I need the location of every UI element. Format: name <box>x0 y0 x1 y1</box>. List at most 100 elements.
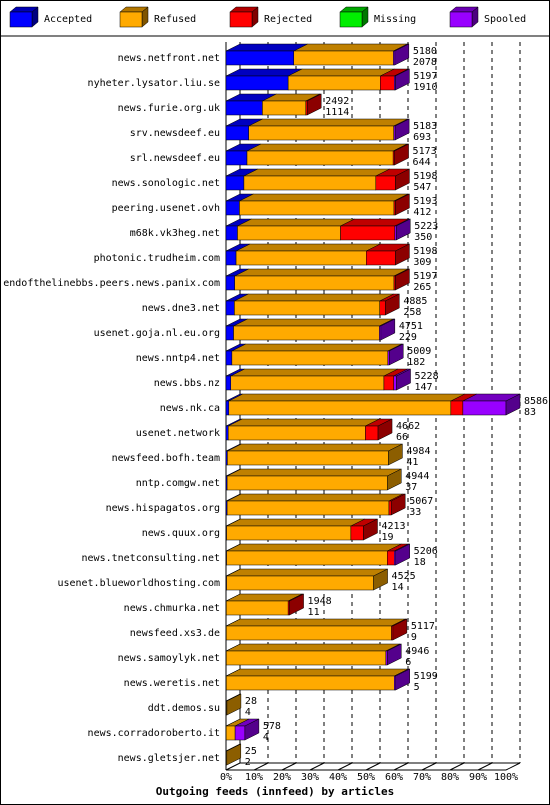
bar-segment <box>293 43 408 66</box>
bar-top <box>246 143 408 152</box>
bar-segment <box>262 93 320 116</box>
bar-front <box>393 375 397 391</box>
bar-segment <box>226 618 406 641</box>
bar-front <box>225 300 235 316</box>
y-tick-label: srv.newsdeef.eu <box>130 128 220 139</box>
total-label: 5173 <box>413 146 437 157</box>
bar-front <box>225 200 240 216</box>
y-tick-label: news.chmurka.net <box>124 603 220 614</box>
y-tick-label: newsfeed.bofh.team <box>112 453 220 464</box>
bar-side <box>395 543 410 566</box>
bar-segment <box>226 493 404 516</box>
accepted-label: 41 <box>406 457 418 468</box>
y-tick-label: srl.newsdeef.eu <box>130 153 220 164</box>
bar-front <box>227 425 366 441</box>
bar-side <box>385 293 400 316</box>
x-tick-label: 0% <box>220 772 232 783</box>
y-tick-label: newsfeed.xs3.de <box>130 628 220 639</box>
bar-side <box>395 68 410 91</box>
bar-top <box>234 268 409 277</box>
bar-segment <box>365 418 393 441</box>
bar-front <box>248 125 394 141</box>
total-label: 4944 <box>405 471 429 482</box>
bar-side <box>505 393 521 416</box>
bar-front <box>243 175 377 191</box>
bar-front <box>246 150 394 166</box>
accepted-label: 412 <box>413 207 431 218</box>
bar-side <box>373 568 388 591</box>
total-label: 5198 <box>413 171 437 182</box>
bar-top <box>233 318 394 327</box>
x-axis-title: Outgoing feeds (innfeed) by articles <box>156 785 394 798</box>
bar-front <box>225 225 238 241</box>
legend-item: Rejected <box>229 6 312 28</box>
bar-top <box>231 343 402 352</box>
total-label: 5199 <box>414 671 438 682</box>
bar-segment <box>226 468 402 491</box>
y-tick-label: peering.usenet.ovh <box>112 203 220 214</box>
bar-side <box>395 193 410 216</box>
total-label: 4946 <box>405 646 429 657</box>
bar-segment <box>233 318 394 341</box>
legend-swatch <box>229 11 253 28</box>
bar-top <box>227 493 404 502</box>
bar-top <box>226 568 388 577</box>
bar-segment <box>226 668 409 691</box>
accepted-label: 14 <box>392 582 404 593</box>
legend-label: Spooled <box>484 14 526 25</box>
bar-front <box>462 400 507 416</box>
bar-front <box>226 650 387 666</box>
bar-front <box>233 325 380 341</box>
bar-side <box>390 493 406 516</box>
accepted-label: 9 <box>411 632 417 643</box>
y-tick-label: news.nntp4.net <box>136 353 220 364</box>
bar-front <box>225 275 235 291</box>
accepted-label: 4 <box>245 707 251 718</box>
bar-front <box>226 475 388 491</box>
bar-segment <box>228 393 465 416</box>
legend-swatch <box>449 11 473 28</box>
bar-front <box>239 200 395 216</box>
y-tick-label: news.gletsjer.net <box>118 753 220 764</box>
x-tick <box>505 762 521 771</box>
bar-segment <box>225 93 277 116</box>
bar-front <box>234 725 246 741</box>
bar-front <box>225 175 245 191</box>
y-tick-label: nyheter.lysator.liu.se <box>88 78 220 89</box>
x-tick <box>365 762 381 771</box>
x-tick-label: 30% <box>301 772 319 783</box>
bar-segment <box>230 368 399 391</box>
accepted-label: 18 <box>414 557 426 568</box>
bar-front <box>234 300 380 316</box>
bar-front <box>287 75 381 91</box>
total-label: 5206 <box>414 546 438 557</box>
bar-segment <box>246 143 408 166</box>
bar-front <box>225 75 289 91</box>
bar-front <box>340 225 396 241</box>
bar-front <box>380 75 395 91</box>
legend-item: Missing <box>339 6 416 28</box>
legend-item: Accepted <box>9 6 92 28</box>
total-label: 5117 <box>411 621 435 632</box>
y-tick-label: news.hispagatos.org <box>106 503 220 514</box>
accepted-label: 33 <box>409 507 421 518</box>
bar-segment <box>231 343 402 366</box>
total-label: 5223 <box>414 221 438 232</box>
total-label: 4525 <box>392 571 416 582</box>
total-label: 8586 <box>524 396 548 407</box>
bar-top <box>226 543 402 552</box>
y-tick-label: usenet.goja.nl.eu.org <box>94 328 220 339</box>
bar-front <box>226 575 374 591</box>
bar-front <box>237 225 341 241</box>
total-label: 5183 <box>413 121 437 132</box>
bar-side <box>388 343 404 366</box>
bar-side <box>226 743 242 766</box>
x-tick <box>393 762 409 771</box>
y-tick-label: usenet.blueworldhosting.com <box>57 578 220 589</box>
legend-label: Refused <box>154 14 196 25</box>
y-tick-label: news.corradoroberto.it <box>88 728 220 739</box>
bar-front <box>366 250 396 266</box>
bar-segment <box>366 243 410 266</box>
bar-front <box>226 625 392 641</box>
bar-front <box>225 150 248 166</box>
